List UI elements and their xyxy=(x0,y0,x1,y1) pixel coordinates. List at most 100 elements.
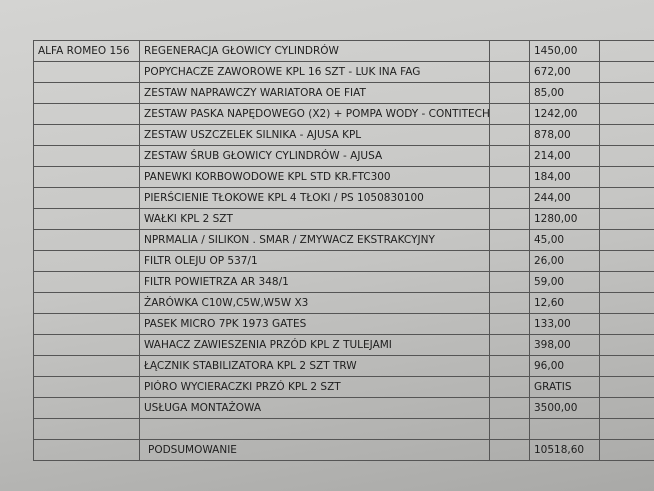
item-price: 398,00 xyxy=(529,334,600,356)
empty-cell xyxy=(33,439,140,461)
empty-cell xyxy=(599,166,654,188)
item-name: FILTR OLEJU OP 537/1 xyxy=(139,250,490,272)
item-price: 1450,00 xyxy=(529,40,600,62)
empty-cell xyxy=(33,292,140,314)
item-row: ŁĄCZNIK STABILIZATORA KPL 2 SZT TRW 96,00 xyxy=(33,355,654,377)
empty-cell xyxy=(599,124,654,146)
item-price: 184,00 xyxy=(529,166,600,188)
item-name: ZESTAW USZCZELEK SILNIKA - AJUSA KPL xyxy=(139,124,490,146)
empty-cell xyxy=(489,418,530,440)
item-price: 12,60 xyxy=(529,292,600,314)
item-name: REGENERACJA GŁOWICY CYLINDRÓW xyxy=(139,40,490,62)
item-name: PANEWKI KORBOWODOWE KPL STD KR.FTC300 xyxy=(139,166,490,188)
item-name: ZESTAW ŚRUB GŁOWICY CYLINDRÓW - AJUSA xyxy=(139,145,490,167)
item-row: PIÓRO WYCIERACZKI PRZÓ KPL 2 SZT GRATIS xyxy=(33,376,654,398)
item-price: GRATIS xyxy=(529,376,600,398)
item-price: 59,00 xyxy=(529,271,600,293)
item-row: PIERŚCIENIE TŁOKOWE KPL 4 TŁOKI / PS 105… xyxy=(33,187,654,209)
item-row: POPYCHACZE ZAWOROWE KPL 16 SZT - LUK INA… xyxy=(33,61,654,83)
empty-cell xyxy=(599,292,654,314)
item-price: 1242,00 xyxy=(529,103,600,125)
empty-cell xyxy=(33,145,140,167)
item-row: ZESTAW USZCZELEK SILNIKA - AJUSA KPL 878,… xyxy=(33,124,654,146)
empty-cell xyxy=(529,418,600,440)
empty-cell xyxy=(599,313,654,335)
empty-cell xyxy=(599,418,654,440)
item-name: ŁĄCZNIK STABILIZATORA KPL 2 SZT TRW xyxy=(139,355,490,377)
item-row: PASEK MICRO 7PK 1973 GATES 133,00 xyxy=(33,313,654,335)
vehicle: ALFA ROMEO 156 xyxy=(33,40,140,62)
table-body: ALFA ROMEO 156 REGENERACJA GŁOWICY CYLIND… xyxy=(33,40,654,461)
empty-cell xyxy=(489,40,530,62)
empty-cell xyxy=(599,145,654,167)
empty-cell xyxy=(139,418,490,440)
summary-label: PODSUMOWANIE xyxy=(139,439,490,461)
item-row: WAŁKI KPL 2 SZT 1280,00 xyxy=(33,208,654,230)
empty-cell xyxy=(599,250,654,272)
empty-cell xyxy=(489,82,530,104)
item-row: ZESTAW NAPRAWCZY WARIATORA OE FIAT 85,00 xyxy=(33,82,654,104)
item-row: FILTR OLEJU OP 537/1 26,00 xyxy=(33,250,654,272)
empty-cell xyxy=(489,208,530,230)
item-name: FILTR POWIETRZA AR 348/1 xyxy=(139,271,490,293)
item-name: PASEK MICRO 7PK 1973 GATES xyxy=(139,313,490,335)
empty-cell xyxy=(489,313,530,335)
empty-cell xyxy=(599,40,654,62)
item-price: 26,00 xyxy=(529,250,600,272)
summary-row: PODSUMOWANIE 10518,60 xyxy=(33,439,654,461)
item-name: POPYCHACZE ZAWOROWE KPL 16 SZT - LUK INA… xyxy=(139,61,490,83)
item-row: USŁUGA MONTAŻOWA 3500,00 xyxy=(33,397,654,419)
item-row: ZESTAW ŚRUB GŁOWICY CYLINDRÓW - AJUSA 214… xyxy=(33,145,654,167)
item-name: USŁUGA MONTAŻOWA xyxy=(139,397,490,419)
document: ALFA ROMEO 156 REGENERACJA GŁOWICY CYLIND… xyxy=(33,40,654,461)
empty-cell xyxy=(599,397,654,419)
empty-cell xyxy=(33,124,140,146)
empty-cell xyxy=(33,61,140,83)
empty-cell xyxy=(33,250,140,272)
empty-cell xyxy=(599,334,654,356)
blank-row xyxy=(33,418,654,440)
empty-cell xyxy=(33,229,140,251)
empty-cell xyxy=(33,187,140,209)
empty-cell xyxy=(33,313,140,335)
item-name: WAHACZ ZAWIESZENIA PRZÓD KPL Z TULEJAMI xyxy=(139,334,490,356)
empty-cell xyxy=(599,439,654,461)
empty-cell xyxy=(489,124,530,146)
item-price: 672,00 xyxy=(529,61,600,83)
empty-cell xyxy=(33,82,140,104)
item-name: WAŁKI KPL 2 SZT xyxy=(139,208,490,230)
empty-cell xyxy=(599,208,654,230)
item-price: 214,00 xyxy=(529,145,600,167)
empty-cell xyxy=(33,103,140,125)
empty-cell xyxy=(599,103,654,125)
empty-cell xyxy=(489,376,530,398)
empty-cell xyxy=(33,376,140,398)
item-name: ZESTAW NAPRAWCZY WARIATORA OE FIAT xyxy=(139,82,490,104)
empty-cell xyxy=(599,82,654,104)
empty-cell xyxy=(489,229,530,251)
item-price: 1280,00 xyxy=(529,208,600,230)
empty-cell xyxy=(33,355,140,377)
item-price: 133,00 xyxy=(529,313,600,335)
empty-cell xyxy=(489,271,530,293)
item-price: 45,00 xyxy=(529,229,600,251)
empty-cell xyxy=(489,145,530,167)
item-row: FILTR POWIETRZA AR 348/1 59,00 xyxy=(33,271,654,293)
item-price: 85,00 xyxy=(529,82,600,104)
summary-total: 10518,60 xyxy=(529,439,600,461)
item-price: 96,00 xyxy=(529,355,600,377)
empty-cell xyxy=(489,397,530,419)
empty-cell xyxy=(489,250,530,272)
empty-cell xyxy=(33,418,140,440)
empty-cell xyxy=(489,166,530,188)
empty-cell xyxy=(489,187,530,209)
item-name: PIÓRO WYCIERACZKI PRZÓ KPL 2 SZT xyxy=(139,376,490,398)
empty-cell xyxy=(599,187,654,209)
empty-cell xyxy=(599,61,654,83)
empty-cell xyxy=(489,103,530,125)
empty-cell xyxy=(33,166,140,188)
item-price: 244,00 xyxy=(529,187,600,209)
empty-cell xyxy=(599,229,654,251)
empty-cell xyxy=(33,271,140,293)
item-row: ŻARÓWKA C10W,C5W,W5W X3 12,60 xyxy=(33,292,654,314)
